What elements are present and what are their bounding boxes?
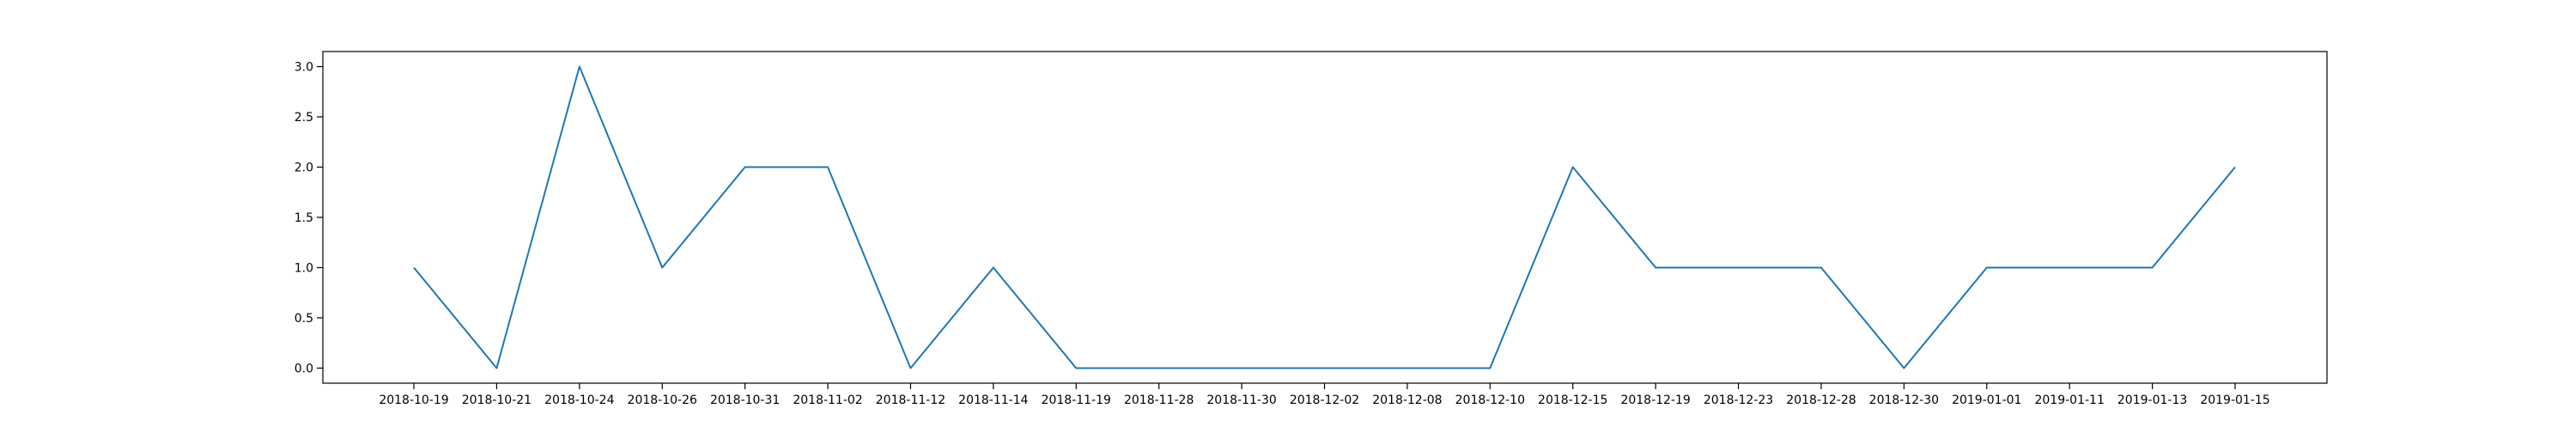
y-tick-label: 2.5 xyxy=(295,111,313,125)
x-tick-label: 2018-11-12 xyxy=(876,393,945,407)
x-tick-label: 2018-10-21 xyxy=(462,393,532,407)
x-tick-label: 2018-12-02 xyxy=(1290,393,1359,407)
x-tick-label: 2018-11-30 xyxy=(1206,393,1276,407)
x-tick-label: 2018-12-30 xyxy=(1869,393,1939,407)
y-tick-label: 2.0 xyxy=(295,162,313,175)
y-axis-ticks: 0.0 0.5 1.0 1.5 2.0 2.5 3.0 xyxy=(295,61,323,375)
y-tick-label: 1.5 xyxy=(295,211,313,225)
x-tick-label: 2018-12-23 xyxy=(1704,393,1773,407)
x-tick-label: 2018-11-14 xyxy=(958,393,1028,407)
series-line-0 xyxy=(413,65,2236,369)
x-tick-label: 2018-10-31 xyxy=(710,393,780,407)
y-tick-label: 1.0 xyxy=(295,261,313,275)
x-tick-label: 2019-01-13 xyxy=(2117,393,2187,407)
y-tick-label: 0.0 xyxy=(295,362,313,375)
x-tick-label: 2018-10-24 xyxy=(544,393,614,407)
x-tick-label: 2018-11-28 xyxy=(1124,393,1194,407)
plot-frame xyxy=(322,51,2328,384)
x-tick-label: 2018-11-02 xyxy=(793,393,862,407)
x-tick-label: 2018-10-26 xyxy=(628,393,697,407)
x-tick-label: 2018-12-10 xyxy=(1455,393,1525,407)
x-axis-ticks: 2018-10-19 2018-10-21 2018-10-24 2018-10-26… xyxy=(379,383,2270,407)
x-tick-label: 2019-01-11 xyxy=(2034,393,2104,407)
series-layer xyxy=(413,65,2236,369)
x-tick-label: 2018-11-19 xyxy=(1042,393,1111,407)
x-tick-label: 2019-01-01 xyxy=(1952,393,2021,407)
y-tick-label: 3.0 xyxy=(295,61,313,75)
x-tick-label: 2018-12-28 xyxy=(1786,393,1856,407)
x-tick-label: 2018-12-15 xyxy=(1538,393,1607,407)
x-tick-label: 2018-12-19 xyxy=(1620,393,1690,407)
y-tick-label: 0.5 xyxy=(295,312,313,326)
x-tick-label: 2018-10-19 xyxy=(379,393,448,407)
x-tick-label: 2018-12-08 xyxy=(1372,393,1442,407)
x-tick-label: 2019-01-15 xyxy=(2200,393,2269,407)
